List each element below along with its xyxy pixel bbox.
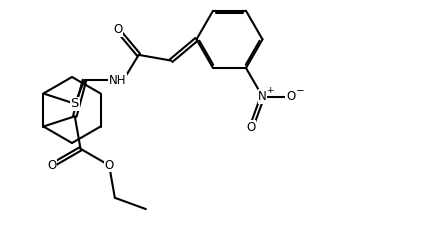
Text: O: O [104,159,114,172]
Text: N: N [258,90,267,103]
Text: O: O [247,121,256,134]
Text: +: + [266,86,273,95]
Text: NH: NH [109,74,126,87]
Text: O: O [47,159,57,172]
Text: S: S [71,97,79,110]
Text: O: O [286,90,295,103]
Text: −: − [296,85,305,95]
Text: O: O [113,23,122,36]
